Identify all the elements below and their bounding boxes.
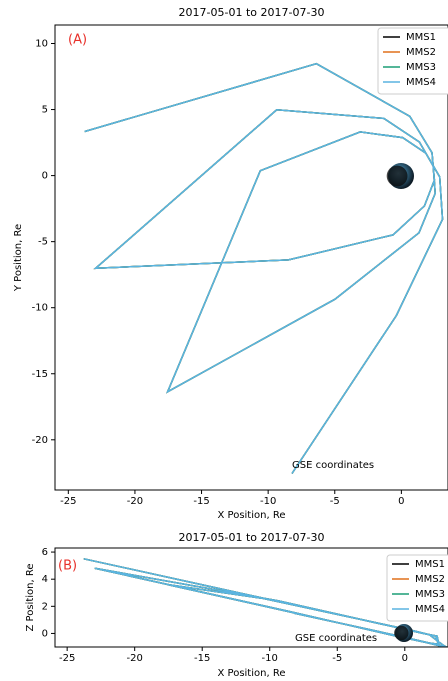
y-axis-label: Z Position, Re xyxy=(25,564,36,632)
plot-area xyxy=(84,62,444,474)
chart-title: 2017-05-01 to 2017-07-30 xyxy=(179,6,325,19)
coordinate-note: GSE coordinates xyxy=(295,633,377,644)
y-tick-label: 0 xyxy=(42,628,48,639)
y-tick-label: 2 xyxy=(42,601,48,612)
x-axis-label: X Position, Re xyxy=(218,668,286,679)
y-tick-label: 6 xyxy=(42,547,48,558)
orbit-line xyxy=(84,62,444,474)
x-tick-label: -20 xyxy=(127,496,143,507)
x-tick-label: -25 xyxy=(60,496,76,507)
legend-label: MMS2 xyxy=(406,47,436,58)
coordinate-note: GSE coordinates xyxy=(292,460,374,471)
orbit-line xyxy=(84,62,444,474)
earth-night xyxy=(394,625,409,641)
x-tick-label: 0 xyxy=(402,653,408,664)
y-tick-label: 5 xyxy=(42,105,48,116)
x-axis-label: X Position, Re xyxy=(218,510,286,521)
chart-title: 2017-05-01 to 2017-07-30 xyxy=(179,531,325,544)
orbit-line xyxy=(84,62,444,474)
earth-night xyxy=(386,165,408,187)
panel-annotation: (B) xyxy=(58,559,77,574)
legend-label: MMS4 xyxy=(406,77,436,88)
x-tick-label: -10 xyxy=(260,496,276,507)
y-tick-label: -5 xyxy=(38,237,48,248)
y-tick-label: 4 xyxy=(42,574,48,585)
axes-frame xyxy=(54,24,448,491)
x-tick-label: 0 xyxy=(398,496,404,507)
legend-label: MMS2 xyxy=(415,574,445,585)
x-tick-label: -5 xyxy=(330,496,340,507)
legend-label: MMS3 xyxy=(415,589,445,600)
legend-box xyxy=(377,27,448,95)
legend-label: MMS3 xyxy=(406,62,436,73)
y-tick-label: 10 xyxy=(35,38,48,49)
x-tick-label: -5 xyxy=(332,653,342,664)
orbit-line xyxy=(83,558,447,647)
orbit-line xyxy=(84,62,444,474)
legend-label: MMS4 xyxy=(415,604,445,615)
legend-box xyxy=(386,554,448,622)
legend-label: MMS1 xyxy=(406,32,436,43)
y-tick-label: 0 xyxy=(42,171,48,182)
axes-frame xyxy=(54,547,448,648)
panel-annotation: (A) xyxy=(68,33,87,48)
x-tick-label: -20 xyxy=(127,653,143,664)
x-tick-label: -15 xyxy=(194,653,210,664)
y-tick-label: -10 xyxy=(32,303,48,314)
plot-area xyxy=(83,558,447,647)
legend-label: MMS1 xyxy=(415,559,445,570)
y-tick-label: -15 xyxy=(32,369,48,380)
x-tick-label: -10 xyxy=(262,653,278,664)
x-tick-label: -25 xyxy=(59,653,75,664)
y-axis-label: Y Position, Re xyxy=(13,224,24,292)
x-tick-label: -15 xyxy=(193,496,209,507)
y-tick-label: -20 xyxy=(32,435,48,446)
